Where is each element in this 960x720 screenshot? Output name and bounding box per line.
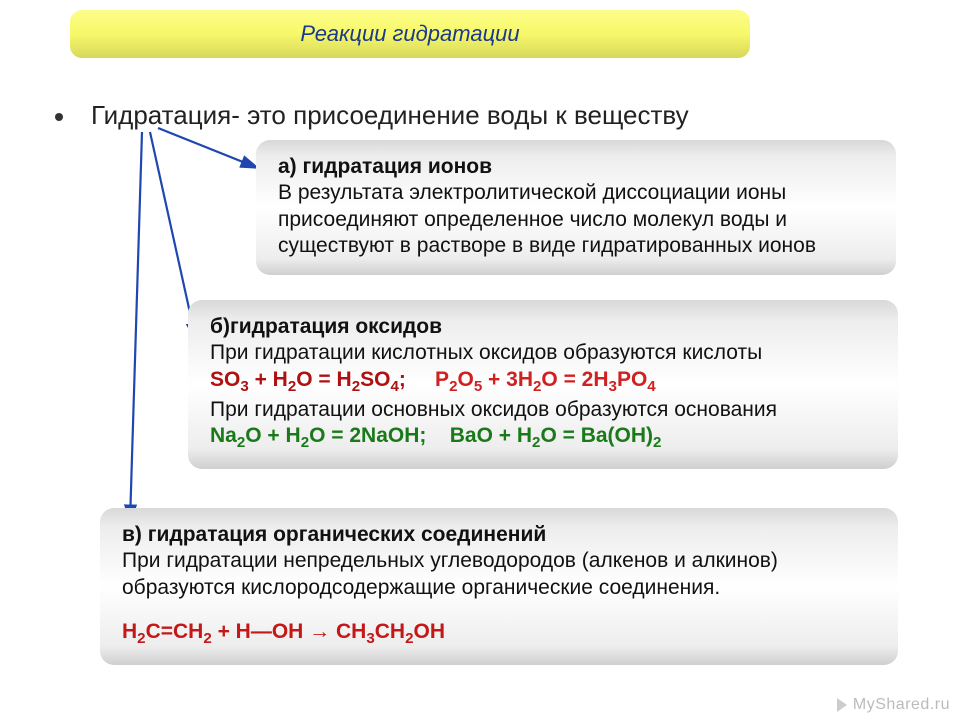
- card-b-eq-acid: SO3 + H2O = H2SO4; P2O5 + 3H2O = 2H3PO4: [210, 367, 876, 397]
- card-b-eq-base: Na2O + H2O = 2NaOH; BaO + H2O = Ba(OH)2: [210, 423, 876, 453]
- card-a: а) гидратация ионов В результата электро…: [256, 140, 896, 275]
- card-b-line1: При гидратации кислотных оксидов образую…: [210, 340, 876, 366]
- equation-na2o: Na2O + H2O = 2NaOH;: [210, 424, 426, 447]
- card-b: б)гидратация оксидов При гидратации кисл…: [188, 300, 898, 469]
- watermark: MyShared.ru: [837, 696, 950, 714]
- watermark-icon: [837, 698, 847, 712]
- title-banner: Реакции гидратации: [70, 10, 750, 58]
- card-b-heading: б)гидратация оксидов: [210, 314, 876, 340]
- main-bullet-text: Гидратация- это присоединение воды к вещ…: [91, 100, 689, 131]
- bullet-dot: [55, 113, 63, 121]
- main-bullet-row: Гидратация- это присоединение воды к вещ…: [55, 100, 689, 131]
- watermark-text: MyShared.ru: [853, 696, 950, 714]
- card-a-heading: а) гидратация ионов: [278, 154, 874, 180]
- title-text: Реакции гидратации: [300, 21, 519, 47]
- card-c-body: При гидратации непредельных углеводородо…: [122, 548, 876, 601]
- card-c: в) гидратация органических соединений Пр…: [100, 508, 898, 665]
- card-b-line3: При гидратации основных оксидов образуют…: [210, 397, 876, 423]
- card-c-heading: в) гидратация органических соединений: [122, 522, 876, 548]
- equation-so3: SO3 + H2O = H2SO4;: [210, 368, 406, 391]
- card-a-body: В результата электролитической диссоциац…: [278, 180, 874, 259]
- equation-ethene: H2C=CH2 + H—OH → CH3CH2OH: [122, 619, 876, 649]
- equation-bao: BaO + H2O = Ba(OH)2: [450, 424, 662, 447]
- spacer: [122, 601, 876, 619]
- equation-p2o5: P2O5 + 3H2O = 2H3PO4: [435, 368, 656, 391]
